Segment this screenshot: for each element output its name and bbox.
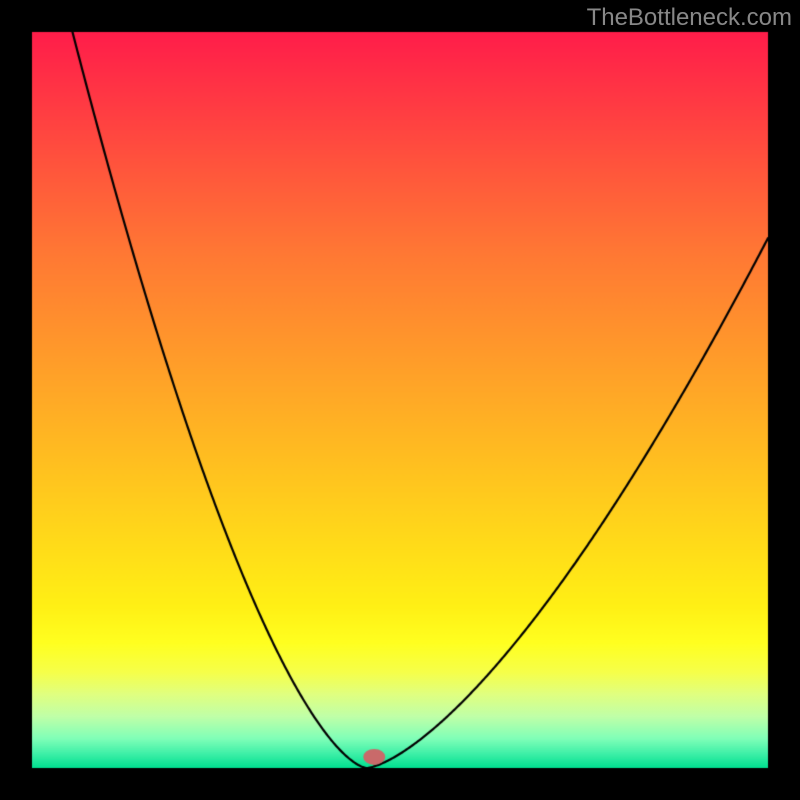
chart-container: TheBottleneck.com (0, 0, 800, 800)
chart-canvas (0, 0, 800, 800)
